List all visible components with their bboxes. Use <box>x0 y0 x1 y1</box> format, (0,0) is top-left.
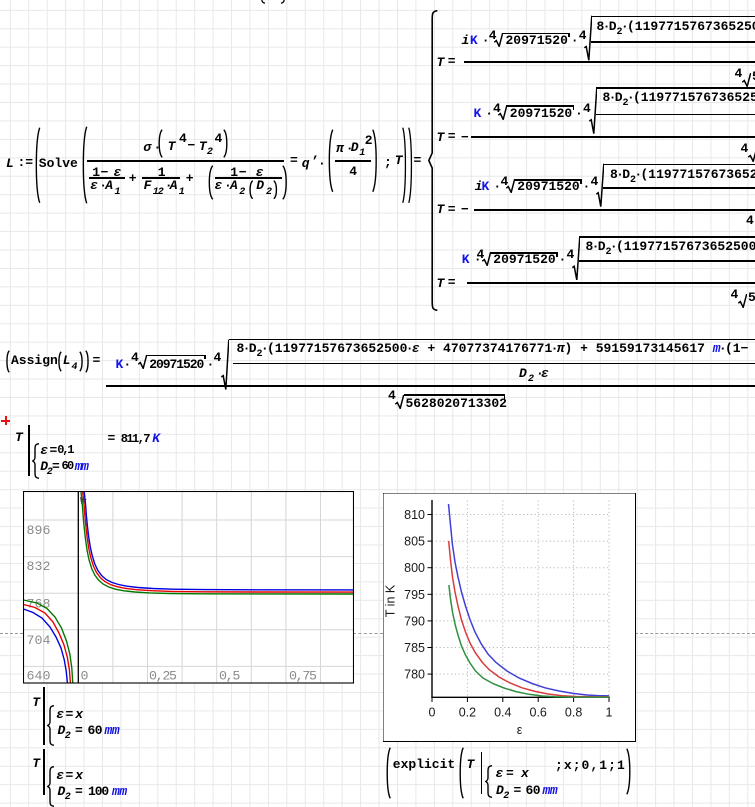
svg-text:0.4: 0.4 <box>494 706 511 720</box>
svg-text:896: 896 <box>27 523 51 538</box>
svg-text:785: 785 <box>404 641 425 655</box>
svg-text:805: 805 <box>404 535 425 549</box>
svg-text:790: 790 <box>404 614 425 628</box>
svg-text:800: 800 <box>404 561 425 575</box>
svg-text:0,5: 0,5 <box>219 669 240 684</box>
svg-text:832: 832 <box>27 559 51 574</box>
svg-text:ε: ε <box>517 723 523 737</box>
svg-text:0: 0 <box>81 669 89 684</box>
svg-text:0.2: 0.2 <box>459 706 476 720</box>
svg-text:640: 640 <box>27 669 51 684</box>
svg-text:0,25: 0,25 <box>149 669 177 684</box>
svg-text:0,75: 0,75 <box>289 669 317 684</box>
svg-text:795: 795 <box>404 588 425 602</box>
svg-text:0.6: 0.6 <box>530 706 547 720</box>
svg-text:780: 780 <box>404 668 425 682</box>
svg-text:810: 810 <box>404 508 425 522</box>
svg-text:0: 0 <box>429 706 436 720</box>
svg-text:0.8: 0.8 <box>565 706 582 720</box>
svg-text:704: 704 <box>27 633 51 648</box>
svg-text:T in K: T in K <box>384 584 398 617</box>
svg-text:1: 1 <box>606 706 613 720</box>
